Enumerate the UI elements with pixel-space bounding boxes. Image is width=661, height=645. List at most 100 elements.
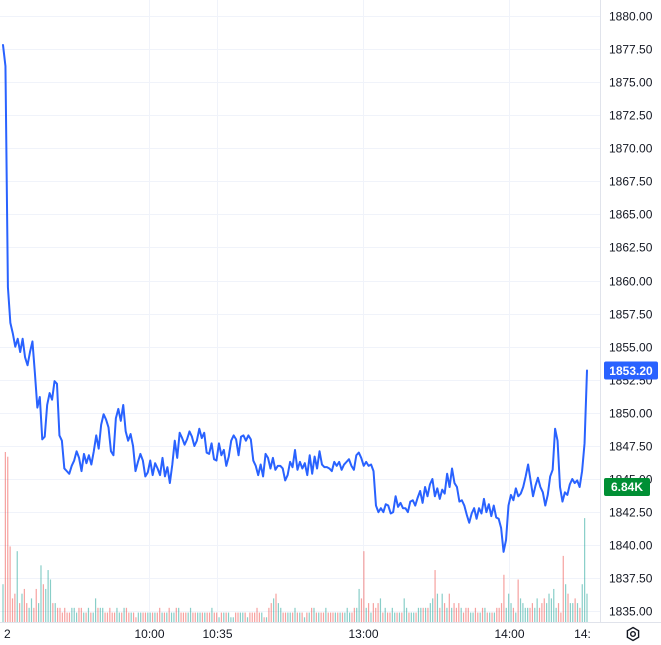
volume-bar bbox=[59, 607, 61, 622]
volume-bar bbox=[204, 612, 206, 622]
volume-bar bbox=[151, 612, 154, 622]
volume-bar bbox=[443, 603, 446, 622]
volume-bar bbox=[121, 612, 123, 622]
volume-bar bbox=[227, 612, 230, 622]
volume-bar bbox=[66, 612, 68, 622]
volume-bar bbox=[460, 607, 462, 622]
volume-bar bbox=[2, 584, 4, 622]
volume-bar bbox=[109, 607, 111, 622]
volume-bar bbox=[42, 584, 44, 622]
price-axis[interactable]: 1835.001837.501840.001842.501845.001847.… bbox=[609, 10, 653, 619]
volume-bar bbox=[128, 612, 130, 622]
volume-bar bbox=[498, 607, 500, 622]
volume-bar bbox=[292, 612, 294, 622]
volume-bar bbox=[137, 612, 139, 622]
volume-bar bbox=[85, 612, 87, 622]
volume-bar bbox=[273, 598, 275, 622]
volume-bar bbox=[104, 612, 106, 622]
last-price-badge: 1853.20 bbox=[604, 361, 658, 380]
volume-bar bbox=[256, 607, 258, 622]
volume-bar bbox=[403, 598, 405, 622]
volume-bar bbox=[168, 607, 170, 622]
volume-bar bbox=[80, 607, 82, 622]
time-axis[interactable]: 2 10:00 10:35 13:00 14:00 14: bbox=[4, 627, 591, 641]
volume-bar bbox=[275, 593, 277, 622]
volume-bar bbox=[49, 579, 52, 622]
volume-badge: 6.84K bbox=[604, 478, 650, 496]
volume-bar bbox=[19, 603, 21, 622]
volume-bar bbox=[33, 607, 35, 622]
volume-bar bbox=[301, 612, 303, 622]
volume-bar bbox=[519, 598, 522, 622]
volume-bar bbox=[265, 617, 268, 622]
volume-bar bbox=[92, 612, 94, 622]
volume-bar bbox=[351, 612, 353, 622]
volume-bar bbox=[197, 612, 199, 622]
volume-bar bbox=[282, 612, 284, 622]
volume-bar bbox=[28, 607, 30, 622]
volume-bar bbox=[263, 617, 265, 622]
volume-bar bbox=[396, 612, 398, 622]
volume-bar bbox=[330, 612, 332, 622]
time-tick-label: 10:00 bbox=[134, 627, 164, 641]
volume-bar bbox=[308, 612, 310, 622]
volume-bar bbox=[180, 612, 182, 622]
volume-bar bbox=[45, 588, 47, 622]
volume-bar bbox=[496, 607, 498, 622]
volume-bar bbox=[344, 612, 346, 622]
price-tick-label: 1865.00 bbox=[609, 208, 653, 222]
volume-badge-bg bbox=[604, 478, 650, 496]
volume-bar bbox=[557, 603, 560, 622]
volume-bar bbox=[94, 598, 97, 622]
price-tick-label: 1850.00 bbox=[609, 407, 653, 421]
volume-bar bbox=[296, 612, 298, 622]
volume-bar bbox=[401, 612, 403, 622]
volume-bar bbox=[503, 574, 505, 622]
volume-bar bbox=[439, 607, 441, 622]
volume-bar bbox=[322, 612, 325, 622]
volume-bar bbox=[434, 570, 436, 622]
volume-bar bbox=[505, 607, 507, 622]
price-tick-label: 1880.00 bbox=[609, 10, 653, 24]
volume-bar bbox=[16, 551, 18, 622]
volume-bar bbox=[410, 612, 412, 622]
settings-gear-icon[interactable] bbox=[626, 626, 640, 642]
volume-bar bbox=[462, 612, 465, 622]
price-tick-label: 1870.00 bbox=[609, 142, 653, 156]
volume-bar bbox=[201, 612, 204, 622]
volume-bar bbox=[422, 607, 424, 622]
volume-bar bbox=[4, 452, 6, 622]
time-tick-label: 10:35 bbox=[202, 627, 232, 641]
volume-bar bbox=[512, 607, 515, 622]
volume-bar bbox=[189, 607, 192, 622]
volume-bar bbox=[372, 603, 374, 622]
volume-bar bbox=[341, 612, 344, 622]
volume-bar bbox=[206, 612, 208, 622]
volume-bar bbox=[64, 607, 66, 622]
price-series-line bbox=[2, 44, 588, 553]
volume-bar bbox=[159, 607, 161, 622]
volume-bar bbox=[553, 588, 555, 622]
volume-bar bbox=[358, 588, 360, 622]
volume-bar bbox=[529, 607, 531, 622]
volume-bars bbox=[2, 452, 588, 622]
volume-bar bbox=[384, 607, 386, 622]
volume-bar bbox=[441, 593, 443, 622]
volume-bar bbox=[548, 593, 550, 622]
volume-bar bbox=[477, 612, 479, 622]
volume-bar bbox=[375, 607, 377, 622]
volume-bar bbox=[550, 598, 552, 622]
volume-bar bbox=[9, 546, 11, 622]
volume-bar bbox=[413, 612, 415, 622]
volume-bar bbox=[567, 593, 569, 622]
volume-bar bbox=[541, 603, 543, 622]
volume-bar bbox=[87, 607, 90, 622]
volume-bar bbox=[99, 607, 101, 622]
volume-bar bbox=[500, 603, 503, 622]
volume-bar bbox=[427, 607, 429, 622]
volume-bar bbox=[339, 612, 341, 622]
volume-bar bbox=[332, 612, 334, 622]
volume-bar bbox=[178, 607, 180, 622]
